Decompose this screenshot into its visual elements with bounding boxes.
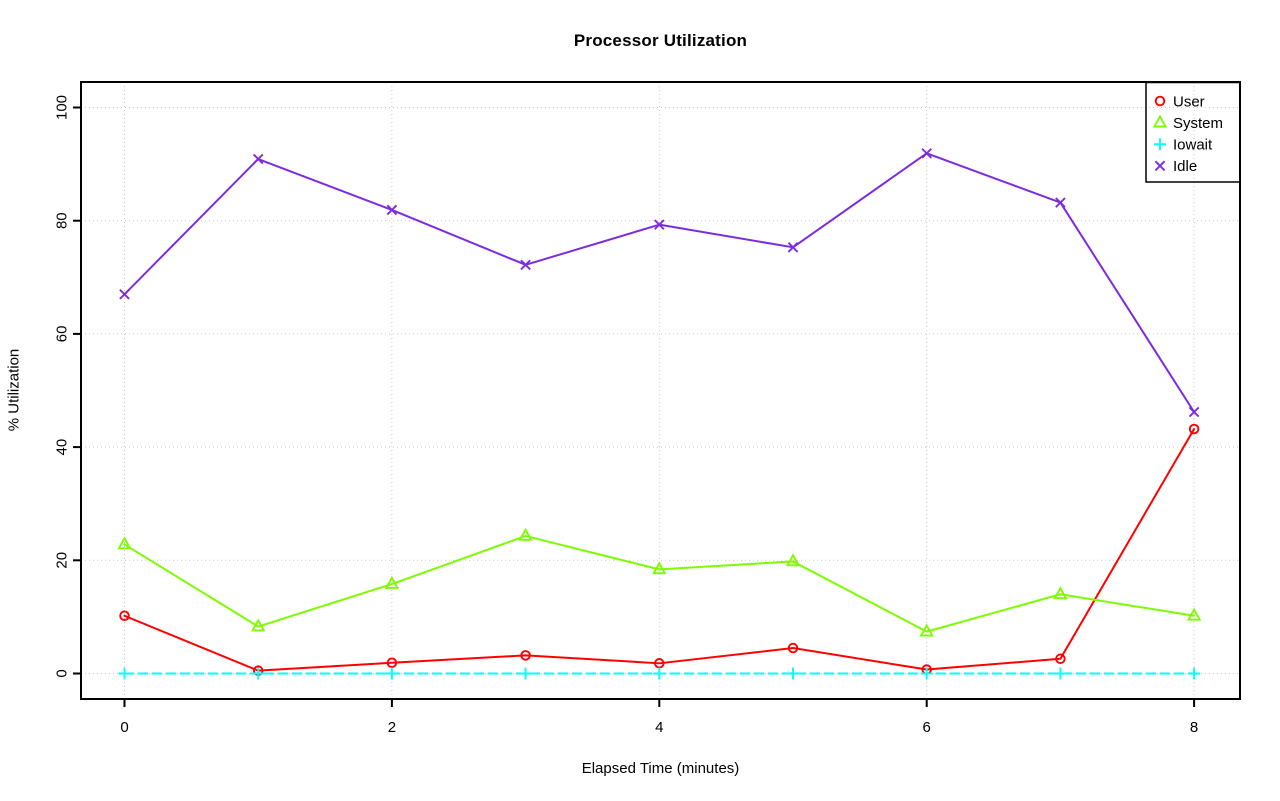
marker-plus-icon xyxy=(519,667,532,680)
y-tick-label: 40 xyxy=(53,439,70,456)
y-tick-label: 20 xyxy=(53,552,70,569)
marker-plus-icon xyxy=(252,667,265,680)
marker-x-icon xyxy=(787,242,799,253)
marker-triangle-icon xyxy=(652,561,667,575)
legend-item-label: User xyxy=(1173,93,1205,110)
marker-x-icon xyxy=(1154,160,1166,172)
marker-plus-icon xyxy=(385,667,398,680)
marker-plus-icon xyxy=(118,667,131,680)
legend-box xyxy=(1145,81,1241,183)
legend-item-label: System xyxy=(1173,115,1223,132)
marker-triangle-icon xyxy=(1053,586,1068,600)
marker-x-icon xyxy=(386,204,398,216)
marker-triangle-icon xyxy=(785,553,801,567)
y-tick-label: 100 xyxy=(53,95,70,120)
chart-title: Processor Utilization xyxy=(573,31,748,50)
marker-x-icon xyxy=(1188,406,1200,418)
marker-triangle-icon xyxy=(1186,607,1202,621)
plot-border xyxy=(80,81,1241,700)
series-line-user xyxy=(123,427,1196,672)
marker-circle-icon xyxy=(520,650,531,661)
marker-x-icon xyxy=(654,219,665,230)
x-tick-label: 6 xyxy=(923,719,931,736)
marker-triangle-icon xyxy=(1152,114,1168,128)
y-tick-label: 80 xyxy=(53,212,70,229)
marker-triangle-icon xyxy=(250,618,266,632)
marker-x-icon xyxy=(119,289,130,300)
marker-circle-icon xyxy=(1154,95,1166,107)
y-tick-label: 0 xyxy=(53,669,70,677)
x-axis-title: Elapsed Time (minutes) xyxy=(581,760,740,777)
marker-x-icon xyxy=(1055,197,1066,208)
legend-item-label: Iowait xyxy=(1173,136,1213,153)
marker-plus-icon xyxy=(1154,138,1166,151)
marker-x-icon xyxy=(520,259,531,271)
marker-circle-icon xyxy=(1188,423,1200,435)
marker-plus-icon xyxy=(1054,667,1067,680)
marker-circle-icon xyxy=(787,642,799,654)
legend-item-label: Idle xyxy=(1173,158,1197,175)
marker-triangle-icon xyxy=(117,536,132,550)
x-tick-label: 2 xyxy=(388,719,396,736)
marker-x-icon xyxy=(921,148,932,159)
marker-triangle-icon xyxy=(919,623,934,637)
y-tick-label: 60 xyxy=(53,326,70,343)
marker-circle-icon xyxy=(119,610,130,622)
marker-plus-icon xyxy=(787,667,799,680)
series-line-system xyxy=(123,534,1196,633)
marker-triangle-icon xyxy=(384,575,400,589)
x-tick-label: 8 xyxy=(1190,719,1198,736)
marker-plus-icon xyxy=(1188,667,1201,680)
marker-x-icon xyxy=(252,153,264,165)
x-tick-label: 4 xyxy=(655,719,663,736)
marker-plus-icon xyxy=(653,667,666,680)
x-tick-label: 0 xyxy=(120,719,128,736)
marker-plus-icon xyxy=(920,667,933,680)
marker-circle-icon xyxy=(386,657,398,668)
marker-triangle-icon xyxy=(518,527,533,541)
marker-circle-icon xyxy=(1055,653,1066,665)
